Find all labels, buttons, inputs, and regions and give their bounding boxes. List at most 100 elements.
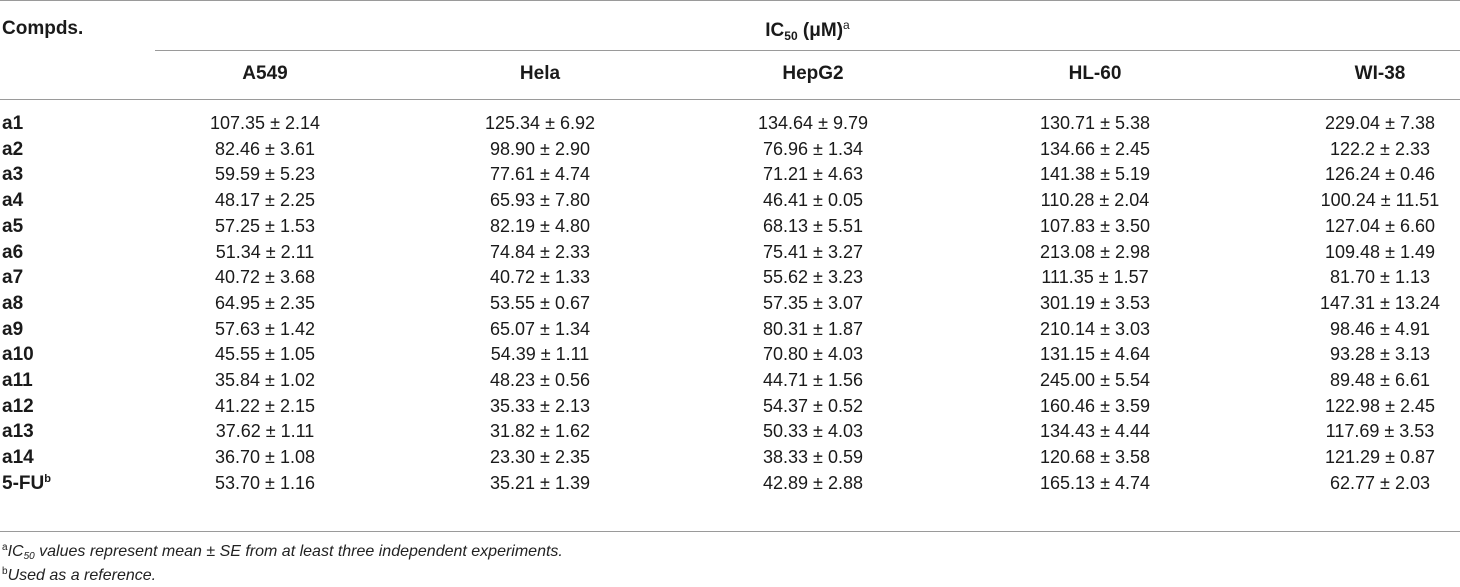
table-cell: 54.37 ± 0.52 bbox=[763, 395, 863, 416]
footnote-b-mark: b bbox=[2, 566, 8, 577]
compound-name: a13 bbox=[2, 421, 34, 443]
table-row: a9 57.63 ± 1.42 65.07 ± 1.34 80.31 ± 1.87 21… bbox=[0, 319, 1460, 345]
table-cell: 54.39 ± 1.11 bbox=[490, 344, 590, 365]
table-cell: 213.08 ± 2.98 bbox=[1040, 241, 1150, 262]
table-cell: 111.35 ± 1.57 bbox=[1041, 267, 1149, 288]
table-cell: 93.28 ± 3.13 bbox=[1330, 344, 1430, 365]
compound-label: a14 bbox=[2, 447, 34, 469]
table-row: a11 35.84 ± 1.02 48.23 ± 0.56 44.71 ± 1.56 2… bbox=[0, 370, 1460, 396]
table-cell: 64.95 ± 2.35 bbox=[215, 292, 315, 313]
table-cell: 110.28 ± 2.04 bbox=[1040, 190, 1150, 211]
ic50-superscript: a bbox=[843, 18, 850, 32]
table-row: 5-FUb 53.70 ± 1.16 35.21 ± 1.39 42.89 ± 2.8… bbox=[0, 473, 1460, 499]
compound-name: a5 bbox=[2, 215, 24, 237]
compound-name: a12 bbox=[2, 395, 34, 417]
compound-name: a3 bbox=[2, 164, 24, 186]
compound-name: a2 bbox=[2, 138, 24, 160]
column-header-wi-38: WI-38 bbox=[1354, 63, 1406, 84]
table-cell: 65.93 ± 7.80 bbox=[490, 190, 590, 211]
table-cell: 117.69 ± 3.53 bbox=[1325, 421, 1435, 442]
table-cell: 109.48 ± 1.49 bbox=[1325, 241, 1435, 262]
table-cell: 35.84 ± 1.02 bbox=[215, 370, 315, 390]
compound-name: a11 bbox=[2, 370, 33, 391]
table-row: a10 45.55 ± 1.05 54.39 ± 1.11 70.80 ± 4.03 1… bbox=[0, 344, 1460, 370]
table-cell: 165.13 ± 4.74 bbox=[1040, 472, 1150, 493]
table-cell: 65.07 ± 1.34 bbox=[490, 318, 590, 339]
table-cell: 82.46 ± 3.61 bbox=[215, 138, 315, 159]
table-cell: 46.41 ± 0.05 bbox=[763, 190, 863, 211]
table-row: a8 64.95 ± 2.35 53.55 ± 0.67 57.35 ± 3.07 30… bbox=[0, 293, 1460, 319]
footnote-a-subscript: 50 bbox=[23, 551, 35, 562]
compound-name: a7 bbox=[2, 267, 24, 289]
table-cell: 77.61 ± 4.74 bbox=[490, 164, 590, 185]
compound-name: 5-FU bbox=[2, 472, 45, 494]
table-cell: 134.66 ± 2.45 bbox=[1040, 138, 1150, 159]
ic50-rule bbox=[155, 50, 1460, 51]
column-header-a549: A549 bbox=[242, 63, 288, 84]
table-row: a12 41.22 ± 2.15 35.33 ± 2.13 54.37 ± 0.52 1… bbox=[0, 396, 1460, 422]
compound-name: a1 bbox=[2, 113, 24, 134]
table-cell: 127.04 ± 6.60 bbox=[1325, 215, 1435, 236]
table-cell: 36.70 ± 1.08 bbox=[215, 447, 315, 468]
column-header-hepg2: HepG2 bbox=[782, 63, 844, 84]
table-row: a2 82.46 ± 3.61 98.90 ± 2.90 76.96 ± 1.34 13… bbox=[0, 139, 1460, 165]
table-cell: 59.59 ± 5.23 bbox=[215, 164, 315, 185]
table-cell: 76.96 ± 1.34 bbox=[763, 138, 863, 159]
footnote-b-text: Used as a reference. bbox=[7, 567, 157, 584]
compound-name: a10 bbox=[2, 344, 34, 366]
compound-name: a6 bbox=[2, 241, 24, 263]
table-row: a4 48.17 ± 2.25 65.93 ± 7.80 46.41 ± 0.05 11… bbox=[0, 190, 1460, 216]
table-cell: 23.30 ± 2.35 bbox=[490, 447, 590, 468]
table-row: a1 107.35 ± 2.14 125.34 ± 6.92 134.64 ± 9.7… bbox=[0, 113, 1460, 139]
table-cell: 41.22 ± 2.15 bbox=[215, 395, 315, 416]
table-cell: 75.41 ± 3.27 bbox=[763, 241, 863, 262]
compound-label: 5-FUb bbox=[2, 473, 51, 495]
compound-name: a14 bbox=[2, 447, 34, 469]
footnote-a: aIC50 values represent mean ± SE from at… bbox=[2, 542, 563, 562]
table-cell: 100.24 ± 11.51 bbox=[1320, 190, 1440, 211]
footnote-a-mark: a bbox=[2, 542, 8, 553]
table-cell: 42.89 ± 2.88 bbox=[763, 472, 863, 493]
table-cell: 81.70 ± 1.13 bbox=[1330, 267, 1430, 288]
table-row: a6 51.34 ± 2.11 74.84 ± 2.33 75.41 ± 3.27 21… bbox=[0, 242, 1460, 268]
footnote-b: bUsed as a reference. bbox=[2, 566, 156, 585]
table-cell: 80.31 ± 1.87 bbox=[763, 318, 863, 339]
table-cell: 57.63 ± 1.42 bbox=[215, 318, 315, 339]
table-cell: 53.70 ± 1.16 bbox=[215, 472, 315, 493]
compound-footnote-mark: b bbox=[44, 472, 51, 485]
footnote-a-text: values represent mean ± SE from at least… bbox=[34, 543, 563, 560]
table-cell: 53.55 ± 0.67 bbox=[490, 292, 590, 313]
table-cell: 126.24 ± 0.46 bbox=[1325, 164, 1435, 185]
table-cell: 134.64 ± 9.79 bbox=[758, 113, 868, 133]
compound-label: a6 bbox=[2, 242, 23, 264]
table-cell: 40.72 ± 3.68 bbox=[215, 267, 315, 288]
compound-label: a12 bbox=[2, 396, 34, 418]
ic50-unit: (μM) bbox=[797, 20, 844, 41]
table-cell: 82.19 ± 4.80 bbox=[490, 215, 590, 236]
table-cell: 131.15 ± 4.64 bbox=[1040, 344, 1150, 365]
table-cell: 55.62 ± 3.23 bbox=[763, 267, 863, 288]
bottom-rule bbox=[0, 531, 1460, 532]
compound-name: a8 bbox=[2, 292, 24, 314]
table-cell: 125.34 ± 6.92 bbox=[485, 113, 595, 133]
table-cell: 120.68 ± 3.58 bbox=[1040, 447, 1150, 468]
table-cell: 107.83 ± 3.50 bbox=[1040, 215, 1150, 236]
table-row: a5 57.25 ± 1.53 82.19 ± 4.80 68.13 ± 5.51 10… bbox=[0, 216, 1460, 242]
compound-label: a2 bbox=[2, 139, 23, 161]
table-cell: 134.43 ± 4.44 bbox=[1040, 421, 1150, 442]
compound-label: a7 bbox=[2, 267, 23, 289]
compound-label: a5 bbox=[2, 216, 23, 238]
compound-name: a4 bbox=[2, 190, 24, 212]
table-cell: 121.29 ± 0.87 bbox=[1325, 447, 1435, 468]
column-header-hela: Hela bbox=[519, 63, 561, 84]
table-cell: 40.72 ± 1.33 bbox=[490, 267, 590, 288]
table-cell: 48.23 ± 0.56 bbox=[490, 370, 590, 390]
table-cell: 57.25 ± 1.53 bbox=[215, 215, 315, 236]
table-cell: 48.17 ± 2.25 bbox=[215, 190, 315, 211]
table-cell: 301.19 ± 3.53 bbox=[1040, 292, 1150, 313]
table-row: a7 40.72 ± 3.68 40.72 ± 1.33 55.62 ± 3.23 11… bbox=[0, 267, 1460, 293]
compds-header: Compds. bbox=[2, 18, 84, 39]
ic50-header: IC50 (μM)a bbox=[0, 18, 1460, 43]
table-cell: 68.13 ± 5.51 bbox=[763, 215, 863, 236]
table-cell: 35.21 ± 1.39 bbox=[490, 472, 590, 493]
